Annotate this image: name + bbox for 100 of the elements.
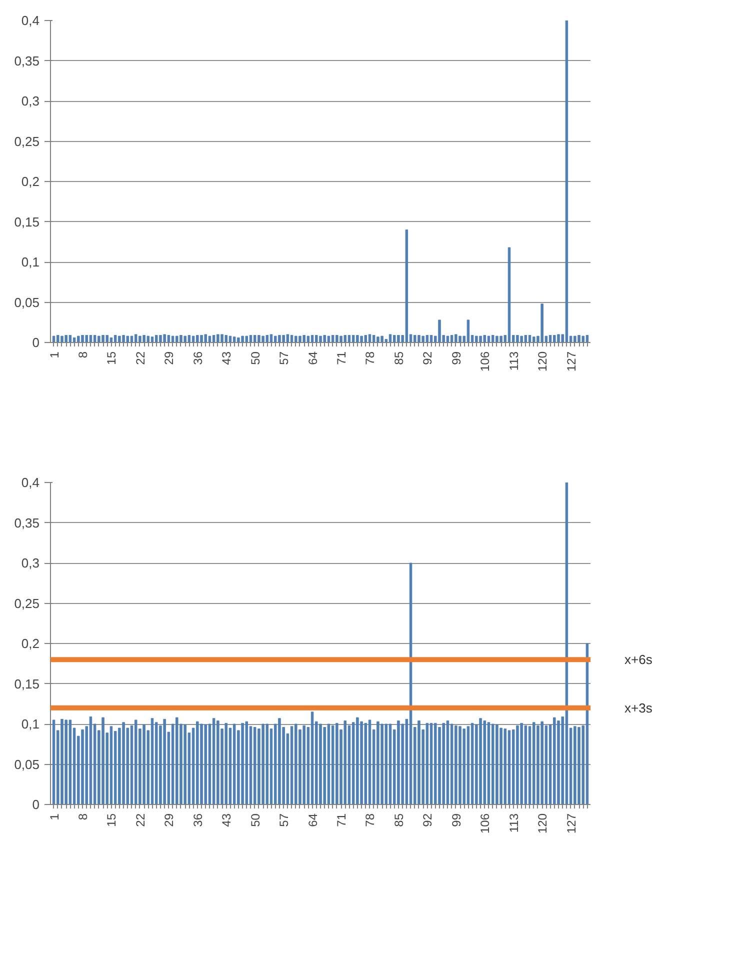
y-tick-label: 0,25 — [14, 134, 40, 149]
bar — [122, 335, 125, 342]
bar — [376, 721, 380, 804]
bar — [323, 726, 326, 804]
bar — [180, 335, 182, 342]
bar — [532, 336, 536, 342]
bar — [578, 335, 580, 342]
bar — [360, 721, 363, 804]
bar — [364, 335, 368, 342]
bar — [426, 335, 429, 342]
x-tick-label: 22 — [133, 351, 148, 365]
bar — [516, 335, 519, 342]
x-tick-label: 127 — [564, 813, 578, 834]
bar — [159, 335, 162, 342]
bar — [331, 335, 334, 342]
bar — [176, 717, 178, 804]
bar — [106, 335, 109, 342]
bar — [414, 335, 416, 342]
bar — [266, 335, 269, 342]
x-tick-label: 113 — [506, 351, 521, 371]
bar — [496, 336, 498, 342]
bar — [200, 335, 203, 342]
bar — [310, 712, 314, 804]
y-tick-label: 0 — [32, 335, 40, 350]
bar — [352, 335, 355, 342]
bar — [331, 725, 334, 804]
bar — [150, 718, 154, 804]
bar — [479, 336, 482, 342]
bar — [52, 720, 56, 804]
x-tick-label: 50 — [248, 351, 262, 365]
bar — [196, 721, 199, 804]
bar — [574, 336, 576, 342]
bar — [397, 335, 400, 342]
bar — [364, 722, 368, 804]
bar — [438, 320, 441, 342]
bar — [282, 335, 285, 342]
bar — [483, 335, 486, 342]
bar — [520, 722, 523, 804]
x-tick-label: 99 — [449, 813, 464, 827]
bar — [188, 335, 191, 342]
bar — [232, 336, 236, 342]
bar — [204, 724, 207, 804]
bar — [118, 336, 121, 342]
bar — [496, 724, 498, 804]
bar — [253, 726, 256, 804]
bar — [253, 335, 256, 342]
x-tick-label: 1 — [47, 351, 62, 358]
x-tick-label: 78 — [363, 813, 378, 827]
bar — [508, 247, 511, 342]
bar — [154, 722, 158, 804]
bar — [520, 336, 523, 342]
x-tick-label: 29 — [162, 813, 176, 827]
y-tick-label: 0,25 — [14, 596, 40, 611]
bar — [306, 336, 310, 342]
x-tick-label: 57 — [277, 813, 292, 827]
bar — [138, 336, 142, 342]
x-tick-label: 106 — [478, 813, 492, 834]
bar — [241, 336, 244, 342]
bar — [532, 722, 536, 804]
bar — [422, 336, 424, 342]
bar — [578, 726, 580, 804]
x-tick-label: 99 — [449, 351, 464, 365]
bar — [245, 336, 248, 342]
bar — [77, 336, 80, 342]
x-tick-label: 29 — [162, 351, 176, 365]
bar — [540, 304, 544, 342]
bar — [356, 717, 359, 804]
bar — [376, 336, 380, 342]
bar — [163, 718, 166, 804]
bar — [458, 336, 462, 342]
bar — [224, 722, 228, 804]
bar — [196, 335, 199, 342]
bar — [200, 724, 203, 804]
y-tick-label: 0,35 — [14, 515, 40, 530]
y-tick-label: 0,15 — [14, 676, 40, 692]
bar — [458, 726, 462, 804]
bar — [438, 726, 441, 804]
bar — [487, 722, 490, 804]
bar — [167, 335, 170, 342]
x-tick-label: 71 — [334, 351, 349, 365]
x-tick-label: 64 — [306, 351, 320, 365]
bar — [500, 336, 502, 342]
bar — [262, 724, 264, 804]
x-tick-label: 15 — [104, 351, 119, 365]
bar — [319, 724, 322, 804]
x-tick-label: 22 — [133, 813, 148, 827]
bar — [220, 334, 224, 342]
bar — [524, 335, 528, 342]
y-tick-label: 0,3 — [21, 556, 40, 570]
bar — [93, 335, 96, 342]
bar — [102, 717, 104, 804]
y-tick-label: 0,1 — [21, 716, 40, 732]
bar — [278, 335, 281, 342]
bar — [60, 718, 64, 804]
bar — [68, 335, 72, 342]
y-tick-label: 0,3 — [21, 94, 40, 108]
bar — [553, 717, 556, 804]
x-tick-label: 8 — [76, 351, 90, 358]
bar — [89, 716, 92, 804]
bar — [134, 720, 138, 804]
